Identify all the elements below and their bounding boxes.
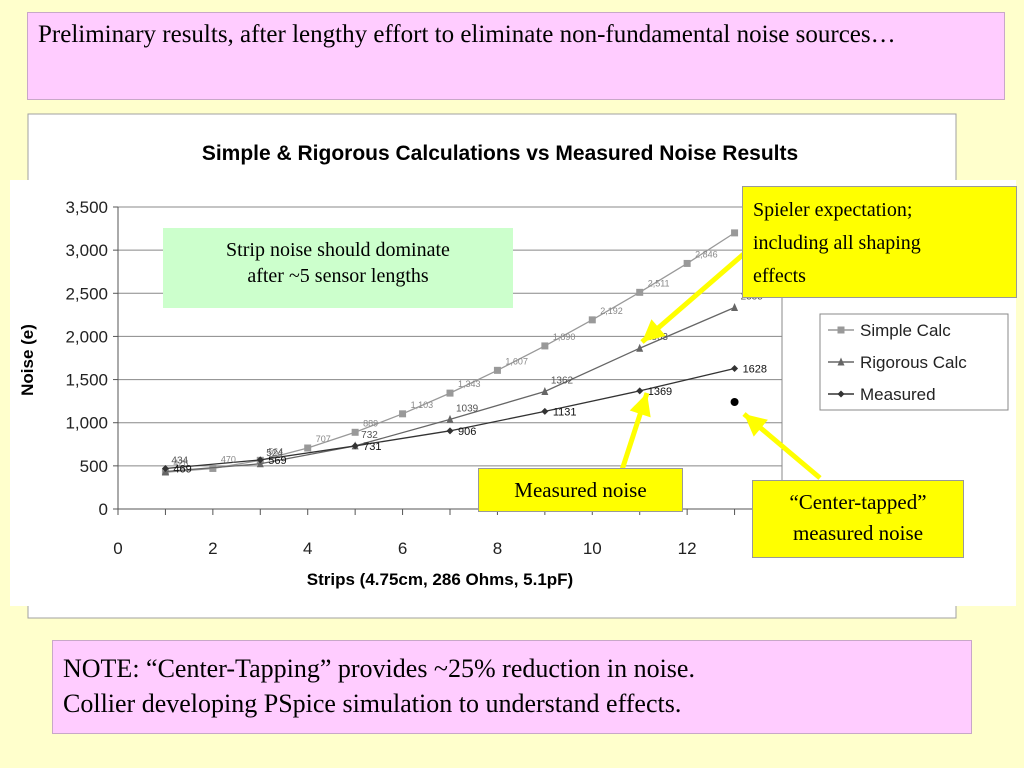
data-label: 1,607 (505, 356, 528, 366)
data-label: 470 (221, 454, 236, 464)
x-tick-label: 12 (678, 539, 697, 558)
data-point (399, 410, 407, 418)
header-box: Preliminary results, after lengthy effor… (27, 12, 1005, 100)
data-label: 426 (173, 458, 188, 468)
note-line1: NOTE: “Center-Tapping” provides ~25% red… (63, 654, 695, 683)
measured-callout-text: Measured noise (514, 478, 647, 502)
data-label: 524 (266, 448, 283, 459)
legend-label: Measured (860, 385, 936, 404)
data-point (209, 464, 217, 472)
legend-marker (837, 357, 845, 366)
data-point (256, 456, 264, 464)
data-label: 906 (458, 426, 476, 438)
y-tick-label: 0 (99, 500, 108, 519)
y-axis-label: Noise (e) (18, 324, 37, 396)
data-label: 1131 (553, 406, 577, 418)
data-label: 564 (268, 446, 283, 456)
data-label: 731 (363, 441, 381, 453)
data-point (351, 428, 359, 436)
data-point (541, 407, 549, 415)
x-tick-label: 8 (493, 539, 502, 558)
data-label: 434 (171, 456, 188, 467)
data-point (304, 444, 312, 452)
data-point (446, 427, 454, 435)
data-point (731, 229, 739, 237)
data-point (493, 366, 501, 374)
data-label: 2,192 (600, 306, 623, 316)
data-point (446, 389, 454, 397)
data-label: 732 (361, 430, 378, 441)
data-point (731, 365, 739, 373)
data-label: 707 (316, 434, 331, 444)
center-tapped-point (730, 398, 739, 407)
strip-callout-line2: after ~5 sensor lengths (247, 265, 429, 287)
x-tick-label: 0 (113, 539, 122, 558)
note-box: NOTE: “Center-Tapping” provides ~25% red… (52, 640, 972, 734)
strip-callout-line1: Strip noise should dominate (226, 239, 450, 261)
data-point (161, 465, 169, 473)
chart-title: Simple & Rigorous Calculations vs Measur… (202, 142, 798, 165)
data-point (636, 343, 644, 352)
y-tick-label: 500 (80, 457, 108, 476)
note-line2: Collier developing PSpice simulation to … (63, 689, 682, 718)
x-tick-label: 4 (303, 539, 312, 558)
data-point (636, 288, 644, 296)
data-point (541, 342, 549, 350)
legend: Simple Calc Rigorous Calc Measured (819, 313, 1009, 411)
strip-noise-callout: Strip noise should dominate after ~5 sen… (163, 228, 513, 308)
measured-noise-callout: Measured noise (478, 468, 683, 512)
data-point (351, 442, 359, 450)
y-tick-label: 1,000 (65, 414, 108, 433)
arrow-head (642, 319, 666, 342)
data-label: 1,890 (553, 332, 576, 342)
data-point (683, 259, 691, 267)
data-label: 1,343 (458, 379, 481, 389)
x-tick-label: 2 (208, 539, 217, 558)
data-label: 1,103 (411, 400, 434, 410)
legend-label: Simple Calc (860, 321, 951, 340)
center-callout-line2: measured noise (792, 521, 924, 545)
data-label: 569 (268, 455, 286, 467)
y-tick-label: 1,500 (65, 371, 108, 390)
legend-marker (837, 390, 845, 398)
header-text: Preliminary results, after lengthy effor… (38, 21, 896, 48)
y-tick-label: 3,000 (65, 241, 108, 260)
arrow-shaft (640, 250, 748, 344)
x-axis-label: Strips (4.75cm, 286 Ohms, 5.1pF) (307, 570, 573, 589)
data-point (541, 386, 549, 395)
center-callout-line1: “Center-tapped” (789, 490, 927, 514)
data-label: 2,511 (648, 278, 670, 288)
arrow-head (744, 414, 768, 437)
arrows (619, 250, 822, 480)
data-point (588, 316, 596, 324)
spieler-expectation-callout: Spieler expectation; including all shapi… (742, 186, 1017, 298)
data-point (446, 414, 454, 423)
data-label: 1369 (648, 386, 672, 398)
legend-label: Rigorous Calc (860, 353, 967, 372)
x-tick-label: 6 (398, 539, 407, 558)
x-tick-label: 10 (583, 539, 602, 558)
legend-marker (837, 326, 845, 334)
data-point (731, 303, 739, 312)
data-label: 2,846 (695, 249, 718, 259)
data-label: 889 (363, 418, 378, 428)
arrow-head (629, 393, 651, 418)
data-label: 1362 (551, 375, 574, 386)
spieler-callout-line1: Spieler expectation; (753, 199, 913, 221)
center-tapped-callout: “Center-tapped” measured noise (752, 480, 964, 558)
y-tick-label: 2,500 (65, 284, 108, 303)
data-label: 469 (173, 464, 191, 476)
y-tick-label: 3,500 (65, 198, 108, 217)
spieler-callout-line3: effects (753, 265, 806, 287)
data-point (636, 387, 644, 395)
data-label: 1628 (743, 364, 767, 376)
y-tick-label: 2,000 (65, 327, 108, 346)
data-label: 1039 (456, 403, 479, 414)
spieler-callout-line2: including all shaping (753, 232, 921, 254)
